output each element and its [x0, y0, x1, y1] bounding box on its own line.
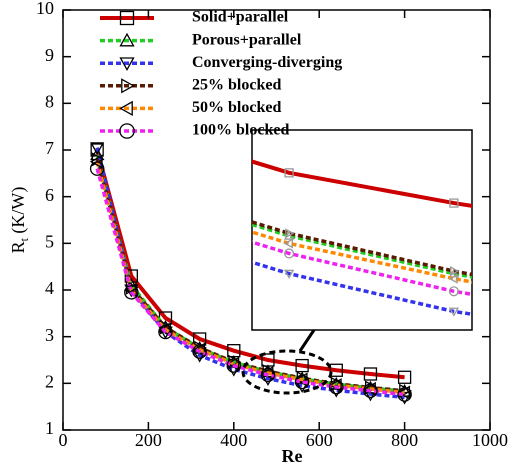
legend-label: Solid+parallel — [192, 9, 289, 26]
legend: Solid+parallel Porous+parallel Converging-… — [100, 9, 342, 139]
legend-label: 25% blocked — [192, 76, 281, 93]
series-line — [95, 147, 405, 400]
x-tick-label: 800 — [391, 430, 418, 450]
y-label-unit: (K/W) — [8, 187, 29, 238]
x-tick-label: 0 — [59, 430, 68, 450]
marker — [449, 198, 459, 208]
y-tick-label: 6 — [45, 185, 54, 205]
inset-box — [251, 129, 473, 331]
y-tick-label: 8 — [45, 91, 54, 111]
y-label-main: R — [8, 241, 28, 253]
y-tick-label: 7 — [45, 138, 54, 158]
marker — [120, 118, 128, 126]
marker — [192, 344, 207, 359]
y-axis-label: Rt (K/W) — [8, 187, 31, 254]
marker — [285, 228, 295, 239]
marker — [120, 199, 129, 208]
marker — [450, 266, 460, 277]
marker — [284, 168, 294, 178]
marker — [283, 238, 293, 249]
marker — [119, 32, 135, 47]
marker — [397, 385, 411, 400]
series-line — [95, 149, 405, 380]
y-tick-label: 1 — [45, 418, 54, 438]
marker — [329, 379, 344, 395]
marker — [397, 370, 412, 384]
marker — [158, 324, 173, 340]
legend-label: Porous+parallel — [192, 31, 302, 48]
marker — [119, 10, 135, 26]
marker — [329, 363, 343, 377]
marker — [90, 142, 105, 156]
marker — [260, 367, 276, 383]
marker — [283, 269, 295, 279]
legend-label: 100% blocked — [192, 122, 289, 139]
marker — [363, 367, 378, 381]
marker — [448, 286, 459, 297]
y-label-sub: t — [17, 237, 31, 241]
plot-frame — [62, 9, 491, 431]
marker — [124, 285, 139, 300]
marker — [284, 248, 295, 259]
x-tick-label: 1000 — [472, 430, 508, 450]
zoom-connector — [298, 329, 316, 352]
plot-area — [89, 142, 412, 405]
marker — [119, 57, 135, 72]
y-tick-label: 3 — [45, 325, 54, 345]
marker — [121, 78, 135, 94]
x-axis-label: Re — [282, 446, 303, 466]
legend-label: 50% blocked — [192, 99, 281, 116]
marker — [89, 154, 103, 169]
marker — [448, 307, 459, 317]
marker — [121, 179, 128, 187]
marker — [120, 181, 128, 188]
y-tick-label: 5 — [45, 231, 54, 251]
zoom-ellipse — [241, 349, 333, 395]
y-tick-label: 2 — [45, 371, 54, 391]
marker — [120, 189, 127, 197]
marker — [226, 358, 242, 373]
x-tick-label: 200 — [135, 430, 162, 450]
marker — [89, 161, 105, 176]
marker — [448, 273, 458, 284]
x-tick-label: 400 — [220, 430, 247, 450]
marker — [397, 387, 412, 402]
marker — [119, 100, 133, 117]
marker — [120, 220, 128, 227]
marker — [294, 374, 310, 390]
marker — [294, 372, 308, 387]
legend-label: Converging-diverging — [192, 54, 342, 71]
y-tick-label: 4 — [45, 278, 54, 298]
x-tick-label: 600 — [306, 430, 333, 450]
y-tick-label: 9 — [45, 45, 54, 65]
marker — [363, 383, 378, 399]
inset — [120, 118, 472, 317]
y-tick-label: 10 — [36, 0, 54, 18]
marker — [119, 123, 135, 139]
series-line — [95, 168, 405, 397]
series-line — [95, 158, 405, 393]
